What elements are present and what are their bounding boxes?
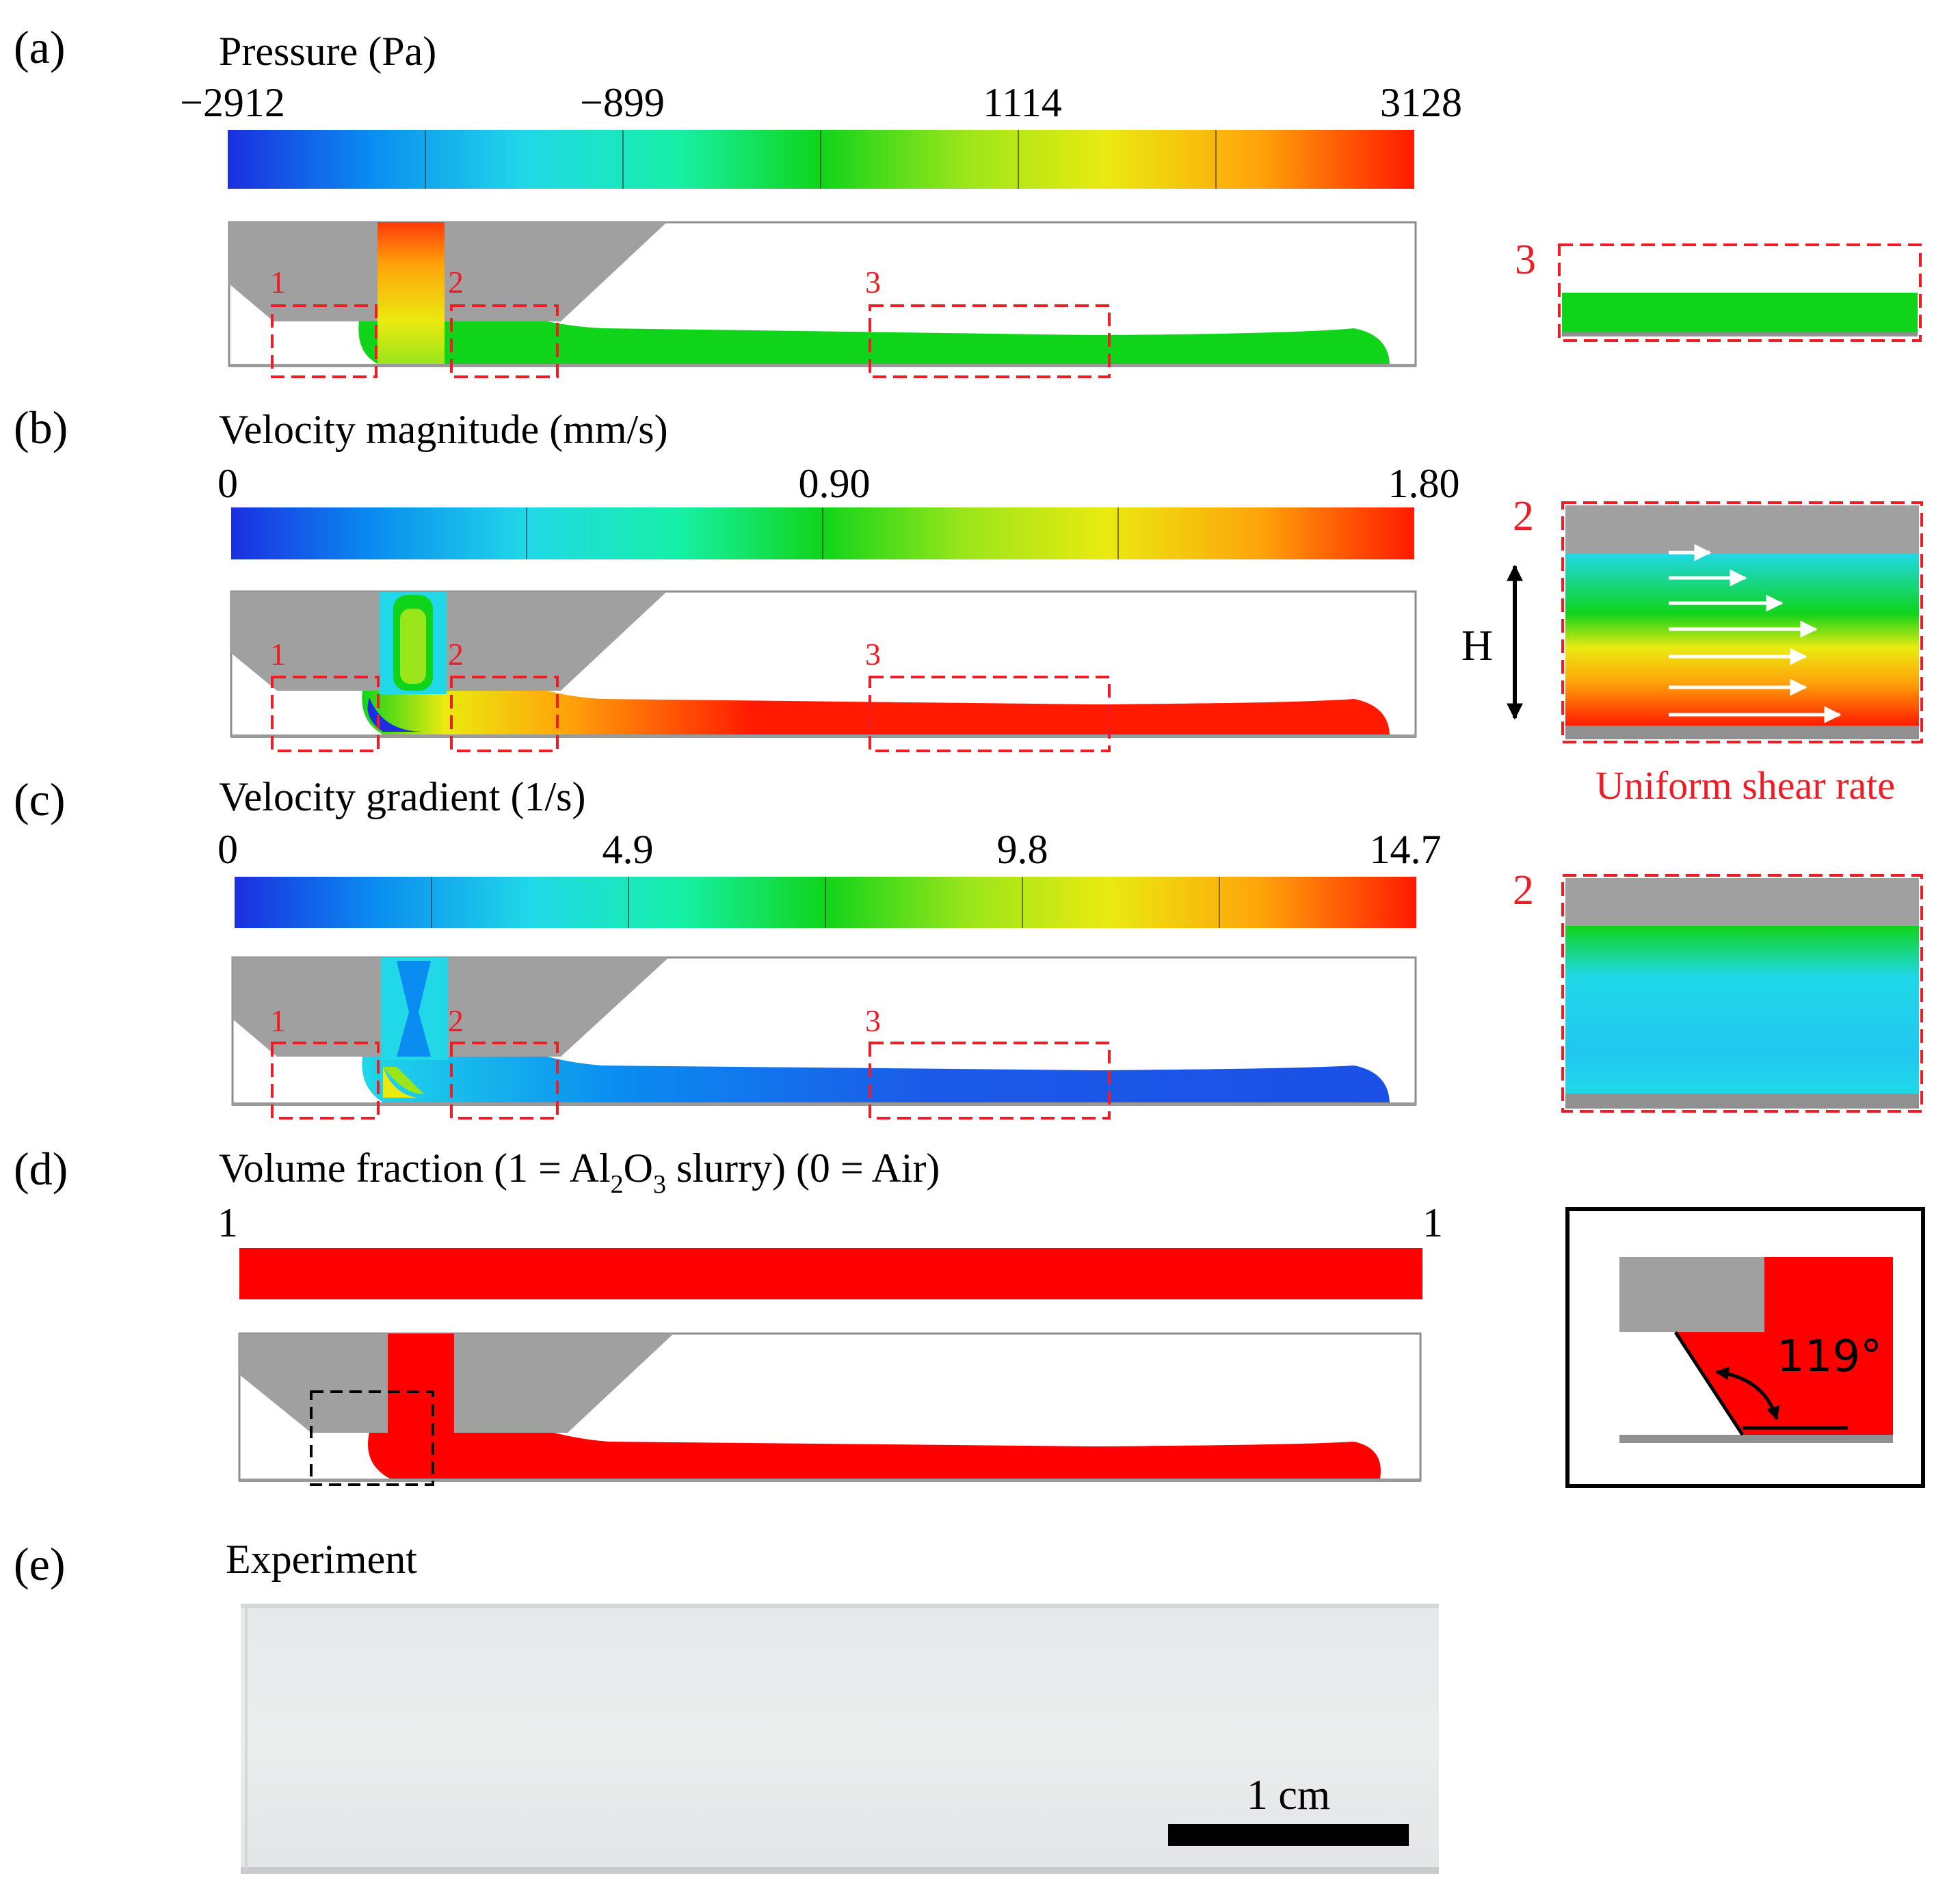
region-boxes-c: [271, 1042, 1111, 1120]
panel-d: (d) Volume fraction (1 = Al2O3 slurry) (…: [14, 1143, 1925, 1488]
inlet-d: [388, 1334, 454, 1436]
panel-a: (a) Pressure (Pa) −2912 −899 1114 3128 1: [14, 21, 1922, 378]
colorbar-tick-a-2: −899: [580, 80, 665, 125]
contact-angle-label: 119°: [1777, 1332, 1882, 1382]
contact-angle-inset: [1565, 1207, 1925, 1488]
panel-label-c: (c): [14, 773, 65, 825]
scale-bar-label: 1 cm: [1247, 1772, 1330, 1818]
velocity-profile-arrows: [1669, 544, 1842, 724]
colorbar-tick-d-1: 1: [217, 1200, 238, 1245]
title-d-sub-2: 2: [611, 1170, 624, 1199]
region-label-a-2: 2: [448, 265, 464, 300]
region-boxes-a: [271, 304, 1111, 378]
inset-b: [1561, 501, 1923, 743]
inset-number-c: 2: [1513, 867, 1534, 914]
panel-c: (c) Velocity gradient (1/s) 0 4.9 9.8 14…: [14, 773, 1923, 1120]
experiment-title: Experiment: [226, 1537, 417, 1582]
colorbar-tick-c-4: 14.7: [1370, 827, 1442, 872]
colorbar-tick-b-2: 0.90: [799, 461, 871, 506]
inlet-a: [378, 222, 445, 364]
panel-label-e: (e): [14, 1538, 65, 1590]
inset-c: [1561, 874, 1923, 1113]
channel-a: [228, 221, 1417, 367]
colorbar-title-b: Velocity magnitude (mm/s): [219, 407, 668, 452]
title-d-suffix: slurry) (0 = Air): [666, 1146, 940, 1191]
colorbar-tick-a-4: 3128: [1380, 80, 1462, 125]
region-boxes-b: [271, 676, 1111, 752]
slurry-d: [368, 1433, 1381, 1479]
region-label-c-2: 2: [448, 1003, 464, 1038]
region-label-b-3: 3: [865, 637, 881, 672]
region-label-c-3: 3: [865, 1003, 881, 1038]
inset-number-b: 2: [1513, 493, 1534, 540]
region-label-b-2: 2: [448, 637, 464, 672]
experiment-photo: [241, 1604, 1439, 1874]
title-d-mid: O: [624, 1146, 653, 1191]
inset-caption-b: Uniform shear rate: [1595, 763, 1895, 808]
panel-b: (b) Velocity magnitude (mm/s) 0 0.90 1.8…: [14, 401, 1923, 808]
scale-bar: [1168, 1824, 1409, 1846]
channel-b: [230, 590, 1417, 738]
colorbar-tick-d-2: 1: [1422, 1200, 1443, 1245]
region-label-c-1: 1: [270, 1003, 286, 1038]
inset-a: [1558, 243, 1922, 342]
colorbar-title-c: Velocity gradient (1/s): [219, 774, 586, 819]
panel-label-a: (a): [14, 21, 65, 73]
region-label-a-1: 1: [270, 265, 286, 300]
slurry-a: [358, 321, 1390, 364]
colorbar-tick-c-3: 9.8: [997, 827, 1048, 872]
title-d-sub-3: 3: [653, 1170, 666, 1199]
colorbar-title-d: Volume fraction (1 = Al2O3 slurry) (0 = …: [219, 1146, 940, 1199]
colorbar-tick-b-3: 1.80: [1388, 461, 1460, 506]
zoom-box-d: [310, 1390, 434, 1486]
colorbar-c: [235, 877, 1416, 928]
height-label: H: [1461, 621, 1493, 670]
region-label-b-1: 1: [270, 637, 286, 672]
title-d-prefix: Volume fraction (1 = Al: [219, 1146, 611, 1191]
slurry-b: [362, 691, 1390, 734]
inset-number-a: 3: [1515, 237, 1536, 283]
colorbar-d: [239, 1248, 1422, 1299]
colorbar-tick-c-1: 0: [217, 827, 238, 872]
colorbar-tick-c-2: 4.9: [602, 827, 654, 872]
region-label-a-3: 3: [865, 265, 881, 300]
colorbar-tick-b-1: 0: [217, 461, 238, 506]
slurry-c: [362, 1057, 1390, 1102]
blade-a: [229, 222, 667, 321]
colorbar-tick-a-3: 1114: [983, 80, 1062, 125]
colorbar-title-a: Pressure (Pa): [219, 29, 436, 74]
channel-c: [231, 956, 1417, 1106]
colorbar-a: [228, 130, 1414, 189]
panel-label-d: (d): [14, 1143, 68, 1195]
blade-c: [233, 957, 669, 1057]
colorbar-tick-a-1: −2912: [180, 80, 285, 125]
panel-label-b: (b): [14, 401, 68, 453]
blade-d: [239, 1334, 674, 1433]
channel-d: [238, 1332, 1422, 1482]
panel-e: (e) Experiment 1 cm: [14, 1537, 1439, 1874]
blade-b: [231, 592, 667, 691]
colorbar-b: [231, 507, 1414, 559]
